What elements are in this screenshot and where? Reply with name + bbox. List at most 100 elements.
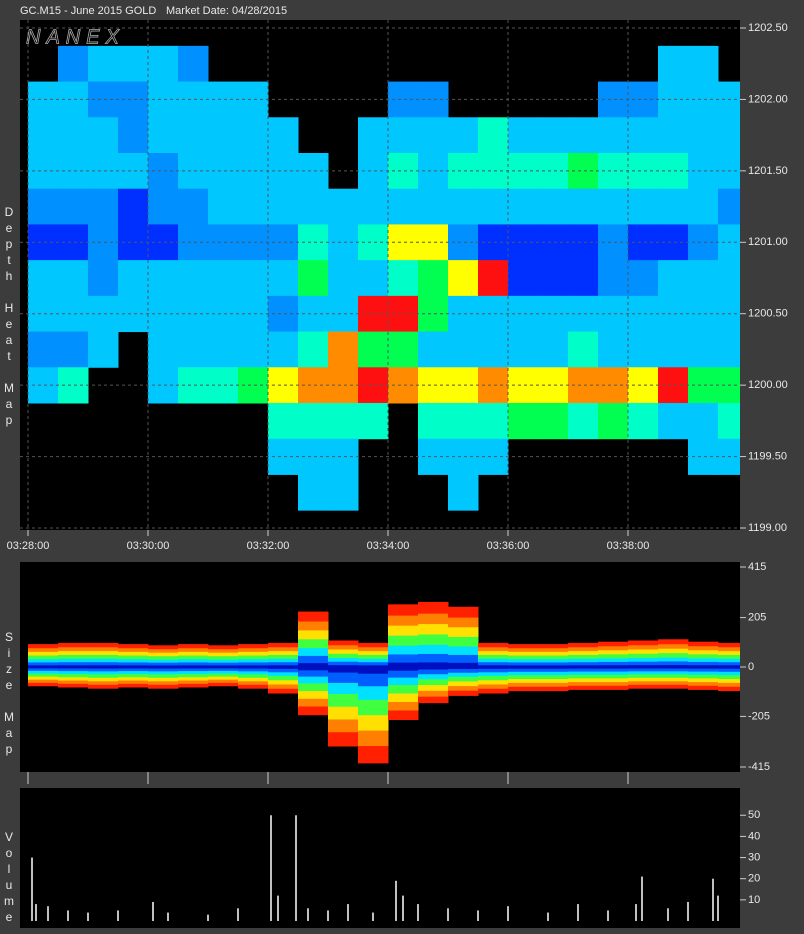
y-tick-label: 1202.00: [748, 93, 788, 105]
y-tick-label: 205: [748, 612, 766, 624]
size-band: [718, 665, 740, 667]
volume-bar: [327, 910, 329, 921]
y-tick-label: 1199.00: [748, 522, 787, 534]
size-band: [298, 655, 329, 667]
heat-cell: [598, 117, 629, 154]
volume-bar: [270, 815, 272, 921]
volume-bar: [307, 908, 309, 921]
heat-cell: [28, 260, 59, 297]
heat-cell: [718, 188, 740, 225]
heat-cell: [568, 188, 599, 225]
heat-cell: [538, 117, 569, 154]
x-tick-label: 03:34:00: [367, 540, 410, 552]
heat-cell: [508, 260, 539, 297]
size-band: [118, 665, 149, 667]
volume-bar: [67, 910, 69, 921]
heat-cell: [688, 403, 719, 440]
heat-cell: [448, 188, 479, 225]
heat-cell: [88, 331, 119, 368]
heat-cell: [298, 474, 329, 511]
size-band: [568, 665, 599, 667]
volume-bar: [237, 908, 239, 921]
size-band: [88, 667, 119, 669]
heat-cell: [478, 331, 509, 368]
size-band: [418, 662, 449, 667]
size-band: [598, 661, 629, 667]
size-band: [538, 665, 569, 667]
heat-cell: [358, 117, 389, 154]
size-band: [268, 667, 299, 673]
heat-cell: [718, 331, 740, 368]
size-band: [448, 662, 479, 667]
heat-cell: [238, 331, 269, 368]
volume-bar: [635, 904, 637, 921]
heat-cell: [268, 188, 299, 225]
heat-cell: [28, 331, 59, 368]
volume-bar: [31, 857, 33, 921]
heat-cell: [388, 260, 419, 297]
volume-bar: [402, 895, 404, 921]
size-band: [28, 667, 59, 669]
size-band: [478, 667, 509, 673]
volume-bar: [347, 904, 349, 921]
size-band: [118, 667, 149, 672]
heat-cell: [358, 331, 389, 368]
size-band: [508, 662, 539, 667]
y-tick-label: 40: [748, 830, 760, 842]
y-tick-label: 0: [748, 661, 754, 673]
y-tick-label: 1199.50: [748, 450, 787, 462]
size-band: [418, 667, 449, 670]
volume-bar: [687, 901, 689, 921]
market-date: Market Date: 04/28/2015: [166, 5, 287, 17]
heat-cell: [178, 45, 209, 83]
volume-bar: [395, 880, 397, 921]
heat-cell: [658, 403, 689, 440]
heat-cell: [688, 260, 719, 297]
size-band: [208, 665, 239, 667]
size-band: [538, 667, 569, 669]
size-band: [568, 667, 599, 672]
heat-cell: [418, 188, 449, 225]
heat-cell: [58, 260, 89, 297]
heat-cell: [148, 260, 179, 297]
heat-cell: [718, 117, 740, 154]
volume-bar: [507, 906, 509, 921]
size-band: [628, 667, 659, 669]
y-tick-label: -205: [748, 710, 770, 722]
heat-cell: [628, 260, 659, 297]
heat-cell: [208, 260, 239, 297]
heat-cell: [478, 188, 509, 225]
size-band: [148, 667, 179, 669]
heat-cell: [148, 117, 179, 154]
heat-cell: [28, 188, 59, 225]
size-band: [718, 662, 740, 667]
heat-cell: [58, 331, 89, 368]
volume-bar: [207, 914, 209, 921]
heat-cell: [568, 331, 599, 368]
y-tick-label: 50: [748, 809, 760, 821]
heat-cell: [628, 403, 659, 440]
heat-cell: [568, 260, 599, 297]
heat-cell: [208, 117, 239, 154]
heat-cell: [118, 117, 149, 154]
size-band: [568, 667, 599, 669]
size-bands: [28, 601, 740, 764]
heat-cell: [28, 117, 59, 154]
volume-bar: [667, 908, 669, 921]
heat-cell: [298, 403, 329, 440]
size-band: [628, 665, 659, 667]
size-band: [358, 667, 389, 674]
heat-cell: [178, 260, 209, 297]
y-tick-label: 1202.50: [748, 22, 788, 34]
y-tick-label: 30: [748, 851, 760, 863]
size-band: [448, 667, 479, 670]
x-tick-label: 03:36:00: [487, 540, 530, 552]
size-band: [388, 667, 419, 671]
size-band: [568, 662, 599, 667]
size-band: [658, 661, 689, 667]
size-band: [538, 667, 569, 672]
heat-cell: [58, 117, 89, 154]
size-band: [208, 667, 239, 669]
heat-cell: [478, 117, 509, 154]
